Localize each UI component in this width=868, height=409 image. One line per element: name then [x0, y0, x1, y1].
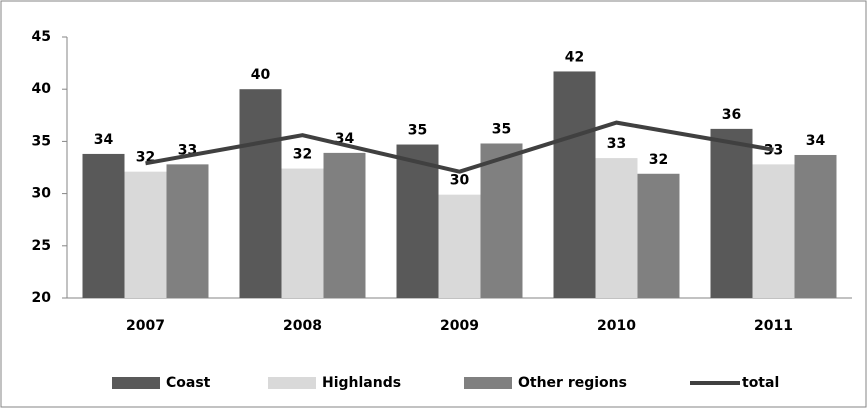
- data-label: 35: [492, 121, 511, 137]
- data-label: 40: [251, 67, 271, 83]
- x-tick-label: 2010: [597, 318, 636, 334]
- bar: [637, 173, 680, 298]
- bar: [239, 89, 282, 298]
- data-label: 35: [408, 123, 427, 139]
- x-tick-label: 2009: [440, 318, 479, 334]
- bar: [595, 158, 638, 298]
- x-tick-label: 2011: [754, 318, 793, 334]
- bar: [438, 194, 481, 298]
- y-tick-label: 45: [32, 29, 51, 45]
- data-label: 33: [764, 142, 783, 158]
- y-tick-label: 20: [32, 290, 52, 306]
- bar: [323, 152, 366, 298]
- data-label: 32: [649, 152, 668, 168]
- legend-swatch: [268, 377, 316, 389]
- bar: [794, 154, 837, 298]
- y-tick-label: 30: [32, 186, 52, 202]
- bar: [124, 171, 167, 298]
- y-tick-label: 35: [32, 133, 51, 149]
- data-label: 30: [450, 173, 470, 189]
- data-label: 33: [607, 136, 626, 152]
- bar: [710, 128, 753, 298]
- bar: [396, 144, 439, 298]
- legend-label: Highlands: [322, 375, 401, 391]
- data-label: 32: [293, 147, 312, 163]
- legend-label: total: [742, 375, 779, 391]
- bar: [752, 164, 795, 298]
- y-tick-label: 25: [32, 238, 51, 254]
- y-tick-label: 40: [32, 81, 52, 97]
- line-series: [145, 120, 774, 174]
- x-tick-label: 2007: [126, 318, 165, 334]
- legend-label: Other regions: [518, 375, 627, 391]
- legend-swatch: [112, 377, 160, 389]
- x-tick-label: 2008: [283, 318, 322, 334]
- data-label: 34: [94, 132, 114, 148]
- data-label: 34: [806, 133, 826, 149]
- bar: [281, 168, 324, 298]
- data-label: 42: [565, 49, 584, 65]
- bar: [166, 164, 209, 298]
- data-label: 36: [722, 107, 741, 123]
- legend-label: Coast: [166, 375, 211, 391]
- bar: [82, 153, 125, 298]
- legend-swatch: [464, 377, 512, 389]
- bar: [480, 143, 523, 298]
- bar: [553, 71, 596, 299]
